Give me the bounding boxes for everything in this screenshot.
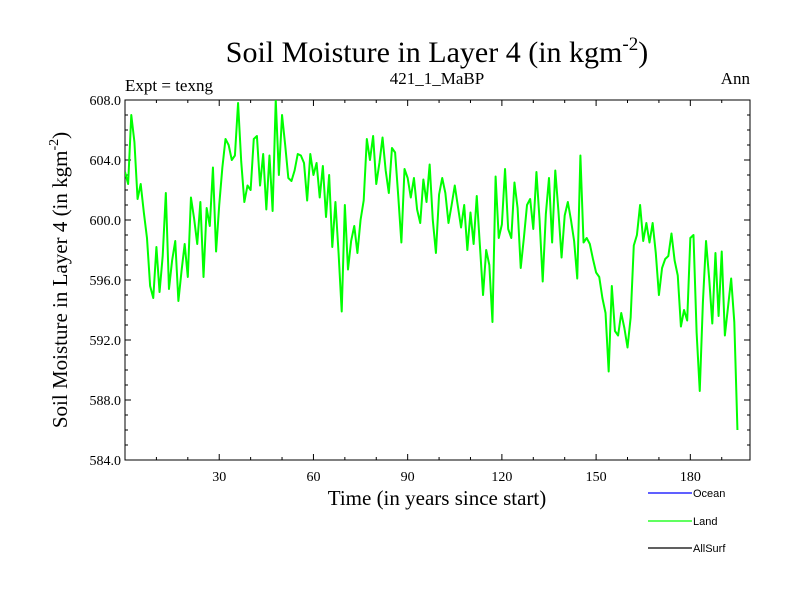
- legend-label-ocean: Ocean: [693, 488, 725, 500]
- y-tick-label: 596.0: [90, 274, 122, 289]
- x-tick-label: 180: [680, 470, 701, 485]
- subtitle-right: Ann: [721, 69, 751, 88]
- x-tick-label: 120: [491, 470, 512, 485]
- series-line-land: [125, 100, 739, 431]
- chart-title: Soil Moisture in Layer 4 (in kgm-2): [226, 34, 648, 69]
- subtitle-left: Expt = texng: [125, 76, 213, 95]
- axes: 584.0 588.0 592.0 596.0 600.0 604.0 608.0 30 60 9…: [90, 94, 750, 485]
- series-layer: [125, 100, 739, 431]
- plot-frame: [124, 99, 751, 461]
- x-tick-label: 150: [586, 470, 607, 485]
- x-tick-label: 30: [212, 470, 226, 485]
- legend-label-land: Land: [693, 516, 717, 528]
- y-tick-label: 604.0: [90, 154, 122, 169]
- subtitle-center: 421_1_MaBP: [390, 69, 484, 88]
- x-tick-label: 90: [401, 470, 415, 485]
- x-axis-title: Time (in years since start): [328, 486, 547, 510]
- y-axis-title: Soil Moisture in Layer 4 (in kgm-2): [47, 132, 72, 428]
- legend: Ocean Land AllSurf: [648, 488, 726, 555]
- y-tick-label: 588.0: [90, 394, 122, 409]
- legend-label-allsurf: AllSurf: [693, 543, 726, 555]
- y-tick-label: 608.0: [90, 94, 122, 109]
- x-tick-label: 60: [306, 470, 320, 485]
- y-tick-label: 584.0: [90, 454, 122, 469]
- y-tick-label: 600.0: [90, 214, 122, 229]
- y-tick-label: 592.0: [90, 334, 122, 349]
